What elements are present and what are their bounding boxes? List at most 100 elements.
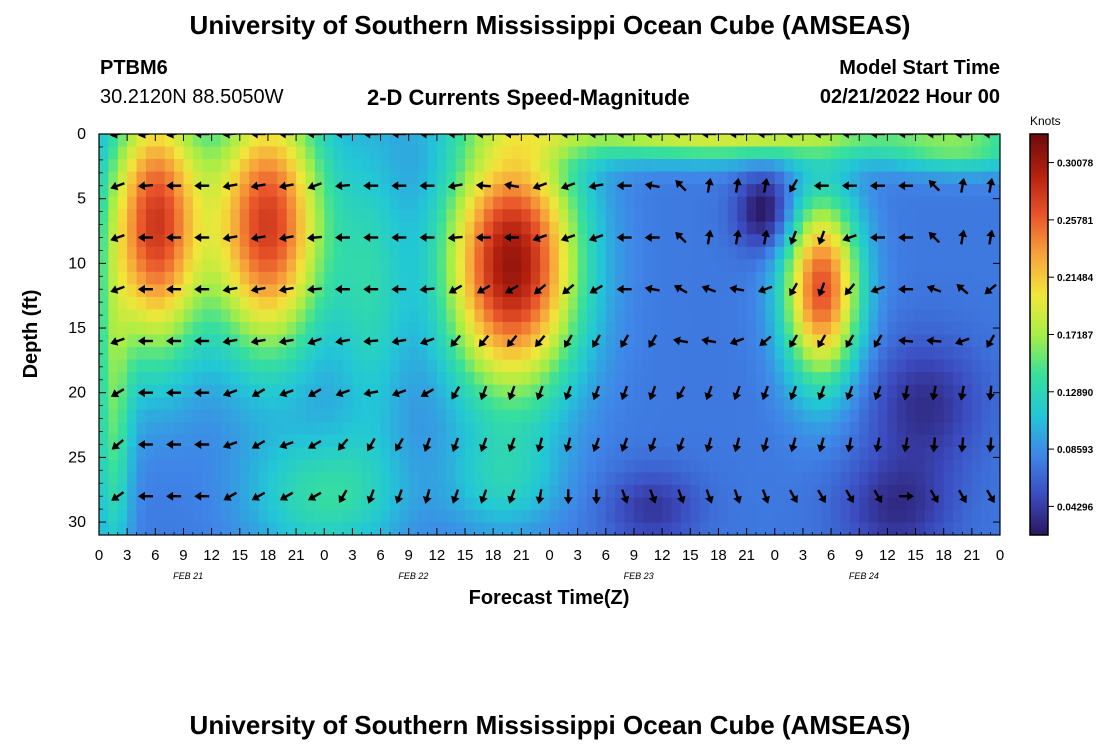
heat-cell <box>258 472 269 486</box>
heat-cell <box>709 146 720 160</box>
heat-cell <box>249 134 260 148</box>
heat-cell <box>211 459 222 473</box>
heat-cell <box>127 221 138 235</box>
heat-cell <box>615 447 626 461</box>
heat-cell <box>624 284 635 298</box>
heat-cell <box>418 372 429 386</box>
heat-cell <box>230 184 241 198</box>
heat-cell <box>896 296 907 311</box>
heat-cell <box>577 447 588 461</box>
current-arrow <box>363 388 379 398</box>
heat-cell <box>896 347 907 361</box>
heat-cell <box>821 422 832 436</box>
heat-cell <box>821 271 832 285</box>
heat-cell <box>718 459 729 473</box>
heat-cell <box>887 447 898 461</box>
heat-cell <box>868 209 879 223</box>
heat-cell <box>427 284 438 298</box>
heat-cell <box>155 334 166 348</box>
heat-cell <box>399 434 410 448</box>
heat-cell <box>436 484 447 499</box>
model-start-label: Model Start Time <box>839 57 1000 79</box>
current-arrow <box>335 388 350 398</box>
heat-cell <box>671 347 682 361</box>
heat-cell <box>333 221 344 235</box>
heat-cell <box>108 309 119 323</box>
heat-cell <box>343 434 354 448</box>
current-arrow <box>616 181 632 191</box>
heat-cell <box>324 259 335 273</box>
current-arrow <box>363 134 379 139</box>
heat-cell <box>727 347 738 361</box>
heat-cell <box>436 472 447 486</box>
heat-cell <box>633 422 644 436</box>
heat-cell <box>868 397 879 411</box>
heat-cell <box>831 359 842 373</box>
heat-cell <box>446 209 457 223</box>
heat-cell <box>296 522 307 535</box>
heat-cell <box>296 221 307 235</box>
heat-cell <box>267 447 278 461</box>
heat-cell <box>418 497 429 511</box>
current-arrow <box>420 388 435 398</box>
heat-cell <box>953 171 964 185</box>
heat-cell <box>296 409 307 423</box>
heat-cell <box>774 221 785 235</box>
heat-cell <box>511 309 522 323</box>
heat-cell <box>549 497 560 511</box>
y-tick-label: 30 <box>68 514 86 531</box>
heat-cell <box>558 309 569 323</box>
heat-cell <box>624 221 635 235</box>
heat-cell <box>746 134 757 148</box>
heat-cell <box>145 372 156 386</box>
heat-cell <box>633 497 644 511</box>
heat-cell <box>408 234 419 248</box>
heat-cell <box>136 296 147 311</box>
heat-cell <box>727 234 738 248</box>
heat-cell <box>821 397 832 411</box>
heat-cell <box>164 259 175 273</box>
heat-cell <box>990 184 1000 198</box>
heat-cell <box>352 184 363 198</box>
heat-cell <box>868 171 879 185</box>
heat-cell <box>840 184 851 198</box>
heat-cell <box>887 334 898 348</box>
heat-cell <box>239 422 250 436</box>
heat-cell <box>418 522 429 535</box>
heat-cell <box>765 347 776 361</box>
heat-cell <box>896 422 907 436</box>
heat-cell <box>145 384 156 398</box>
heat-cell <box>971 134 982 148</box>
heat-cell <box>793 459 804 473</box>
heat-cell <box>455 159 466 173</box>
heat-cell <box>521 171 532 185</box>
heat-cell <box>549 372 560 386</box>
heat-cell <box>267 171 278 185</box>
heat-cell <box>371 397 382 411</box>
heat-cell <box>924 434 935 448</box>
heat-cell <box>849 484 860 499</box>
heat-cell <box>202 246 213 260</box>
heat-cell <box>202 497 213 511</box>
heat-cell <box>465 384 476 398</box>
heat-cell <box>915 397 926 411</box>
heat-cell <box>117 146 128 160</box>
heat-cell <box>934 259 945 273</box>
heat-cell <box>502 359 513 373</box>
heat-cell <box>436 397 447 411</box>
heat-cell <box>915 296 926 311</box>
heat-cell <box>877 221 888 235</box>
heat-cell <box>718 309 729 323</box>
heat-cell <box>718 234 729 248</box>
heat-cell <box>662 459 673 473</box>
heat-cell <box>812 434 823 448</box>
heat-cell <box>549 221 560 235</box>
heat-cell <box>549 384 560 398</box>
heat-cell <box>887 146 898 160</box>
heat-cell <box>943 347 954 361</box>
heat-cell <box>633 221 644 235</box>
heat-cell <box>465 497 476 511</box>
heat-cell <box>615 384 626 398</box>
heat-cell <box>568 397 579 411</box>
heat-cell <box>671 209 682 223</box>
